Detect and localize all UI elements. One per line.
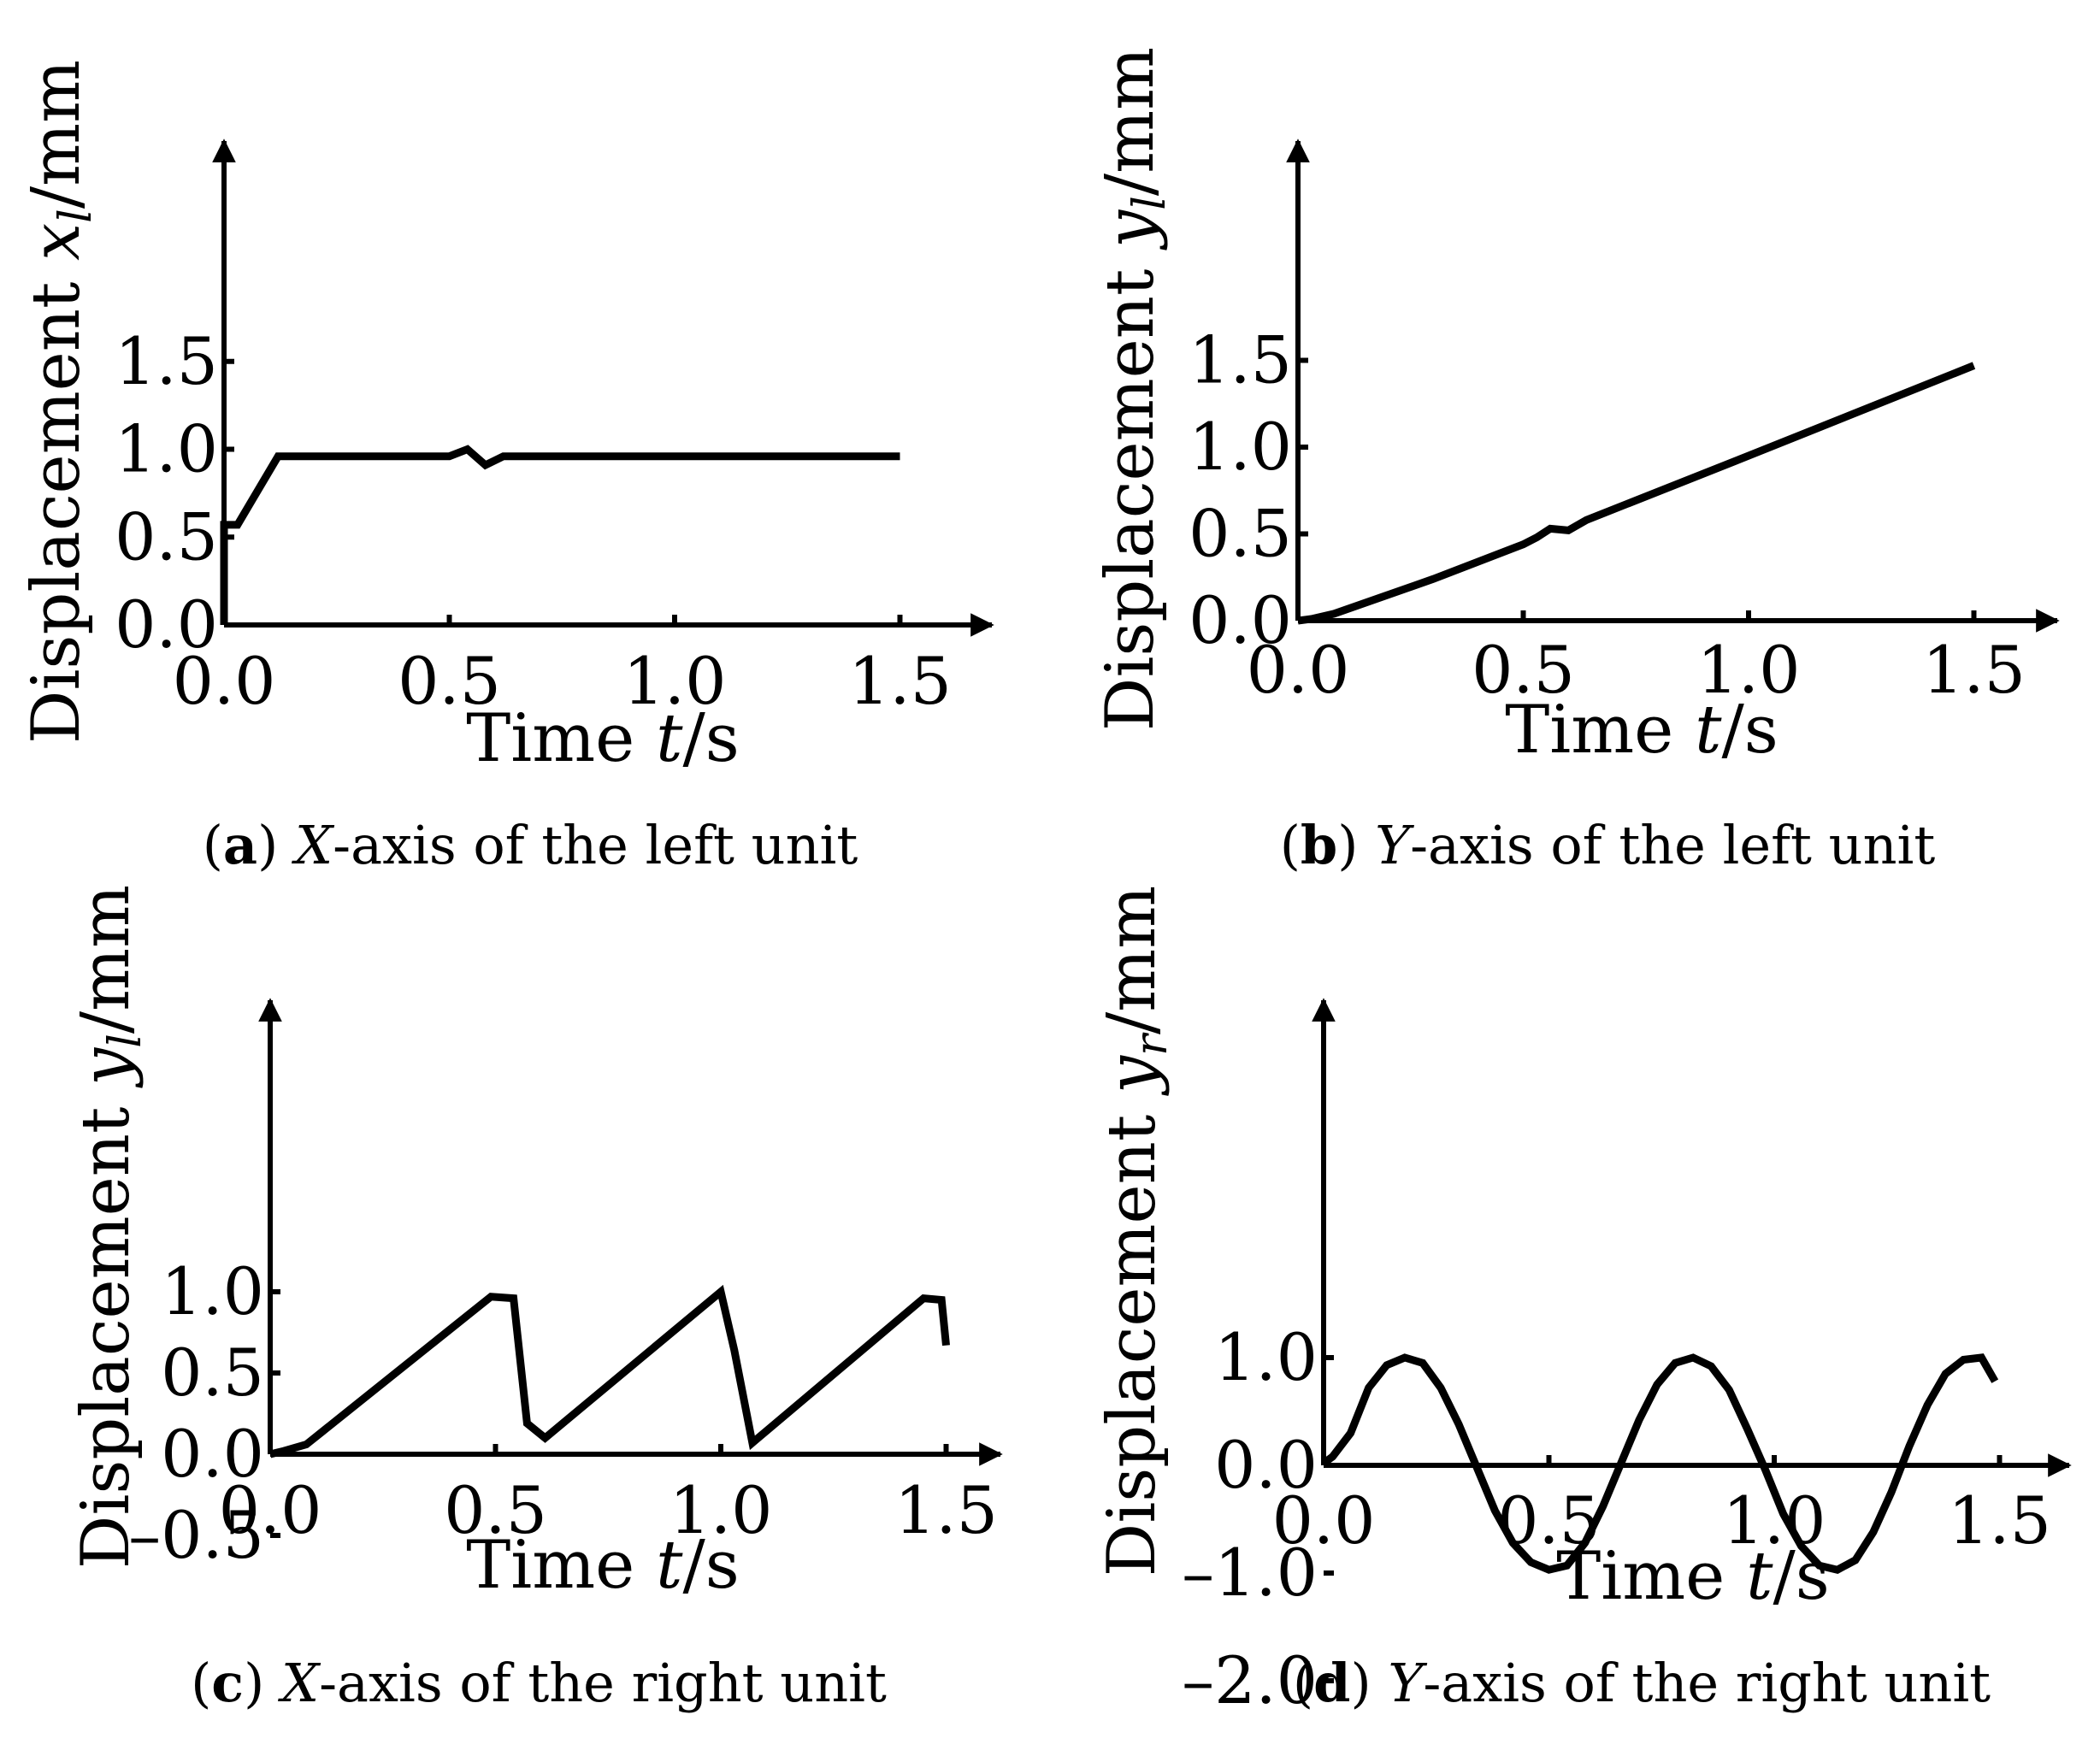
chart-panel-b: 0.0 0.5 1.0 1.5 0.0 0.5 1.0 1.5 Time t/s Displace… (1092, 47, 2060, 876)
x-tick-label-c-2: 1.0 (670, 1472, 773, 1548)
x-axis-title-b: Time t/s (1505, 692, 1779, 769)
y-tick-label-a-2: 1.0 (115, 411, 218, 487)
y-tick-label-a-1: 0.5 (115, 498, 218, 575)
y-axis-title-d: Displacement yr/mm (1094, 886, 1177, 1576)
x-tick-label-a-0: 0.0 (173, 643, 276, 719)
x-tick-label-b-0: 0.0 (1247, 632, 1350, 708)
y-tick-label-c-2: 0.5 (161, 1335, 264, 1411)
series-line-c-0 (268, 1284, 950, 1458)
y-axis-title-a: Displacement xl/mm (18, 60, 102, 744)
y-tick-label-d-3: 1.0 (1214, 1319, 1318, 1395)
x-tick-label-d-3: 1.5 (1948, 1482, 2051, 1559)
x-axis-title-d: Time t/s (1556, 1538, 1830, 1615)
panel-caption-a: (a) X-axis of the left unit (203, 814, 858, 876)
y-tick-label-a-3: 1.5 (115, 323, 218, 399)
panel-caption-d: (d) Y-axis of the right unit (1293, 1652, 1991, 1714)
y-tick-label-c-1: 0.0 (161, 1416, 264, 1492)
series-line-b-0 (1297, 362, 1976, 625)
x-tick-label-a-2: 1.0 (623, 643, 727, 719)
x-tick-label-b-3: 1.5 (1922, 632, 2026, 708)
x-tick-label-c-3: 1.5 (894, 1472, 998, 1548)
x-axis-title-a: Time t/s (466, 700, 740, 777)
y-tick-label-a-0: 0.0 (115, 586, 218, 663)
x-tick-label-b-1: 0.5 (1472, 632, 1575, 708)
y-tick-label-d-2: 0.0 (1214, 1427, 1318, 1503)
y-tick-label-c-3: 1.0 (161, 1253, 264, 1329)
y-tick-label-d-0: –2.0 (1182, 1642, 1318, 1718)
x-axis-title-c: Time t/s (466, 1527, 740, 1604)
y-tick-label-b-1: 0.5 (1189, 496, 1292, 572)
chart-panel-a: 0.0 0.5 1.0 1.5 0.0 0.5 1.0 1.5 Time t/s Displace… (18, 60, 994, 876)
x-tick-label-a-1: 0.5 (398, 643, 501, 719)
x-tick-label-a-3: 1.5 (848, 643, 952, 719)
x-tick-label-d-0: 0.0 (1272, 1482, 1376, 1559)
y-axis-title-c: Displacement yl/mm (68, 885, 151, 1569)
series-line-d-0 (1321, 1353, 1999, 1574)
panel-caption-b: (b) Y-axis of the left unit (1280, 814, 1936, 876)
y-tick-label-c-0: –0.5 (128, 1497, 264, 1573)
y-tick-label-b-3: 1.5 (1189, 322, 1292, 398)
series-line-a-0 (220, 445, 900, 625)
y-tick-label-b-0: 0.0 (1189, 582, 1292, 658)
y-axis-title-b: Displacement yl/mm (1092, 47, 1176, 731)
x-tick-label-c-1: 0.5 (444, 1472, 547, 1548)
y-tick-label-b-2: 1.0 (1189, 409, 1292, 485)
panel-caption-c: (c) X-axis of the right unit (191, 1652, 887, 1714)
y-tick-label-d-1: –1.0 (1182, 1535, 1318, 1611)
x-tick-label-b-2: 1.0 (1697, 632, 1801, 708)
